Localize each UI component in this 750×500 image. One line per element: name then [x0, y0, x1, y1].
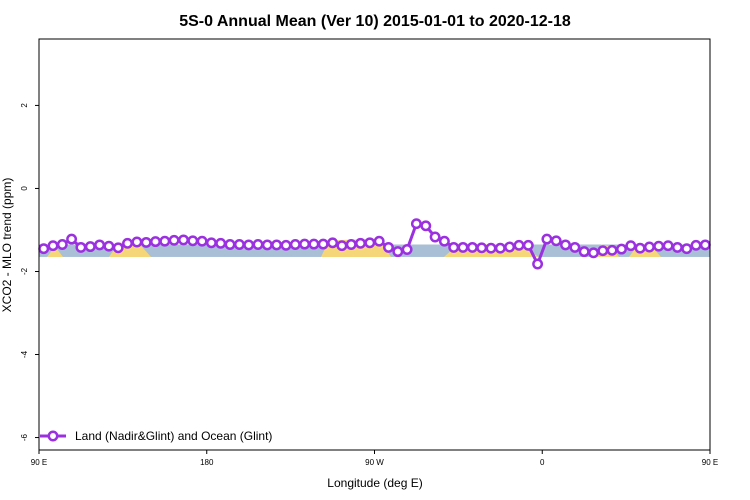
data-point: [178, 234, 189, 246]
data-point: [56, 239, 68, 250]
chart-title: 5S-0 Annual Mean (Ver 10) 2015-01-01 to …: [179, 13, 571, 30]
y-tick-label: 0: [20, 186, 29, 191]
data-point: [373, 235, 385, 247]
data-point: [159, 235, 171, 247]
data-point: [289, 239, 301, 250]
y-tick-label: -6: [20, 433, 29, 441]
x-tick-label: 90 W: [365, 458, 384, 467]
data-point: [364, 237, 376, 249]
data-point: [196, 235, 208, 247]
land-patch: [47, 246, 63, 257]
data-point: [112, 242, 124, 254]
data-point: [345, 239, 357, 250]
data-point: [541, 233, 553, 245]
x-axis: 90 E 180 90 W 0 90 E: [31, 450, 718, 467]
data-point: [243, 239, 255, 251]
data-point: [215, 237, 227, 249]
data-point: [476, 242, 488, 254]
data-point: [699, 239, 711, 251]
data-point: [233, 239, 245, 250]
data-point: [271, 239, 283, 251]
data-point: [168, 234, 180, 246]
data-point: [681, 243, 693, 255]
data-point: [616, 243, 627, 255]
data-point: [662, 240, 674, 252]
data-point: [671, 241, 683, 253]
data-point: [625, 240, 637, 252]
data-point: [532, 258, 544, 270]
y-axis: 2 0 -2 -4 -6: [20, 103, 39, 441]
data-point: [550, 235, 562, 247]
data-point: [513, 239, 525, 251]
data-point: [103, 240, 115, 252]
data-point: [504, 241, 516, 253]
data-point: [606, 244, 618, 256]
data-point: [690, 239, 702, 251]
data-point: [131, 236, 143, 248]
data-point: [429, 231, 441, 243]
data-point: [336, 240, 348, 252]
data-point: [94, 239, 106, 251]
data-point: [252, 239, 264, 250]
data-point: [597, 245, 609, 257]
x-tick-label: 90 E: [702, 458, 718, 467]
y-tick-label: 2: [20, 103, 29, 108]
data-point: [634, 242, 646, 254]
data-point: [466, 241, 478, 253]
data-point: [457, 241, 469, 253]
data-point: [299, 238, 311, 250]
data-point: [140, 236, 152, 248]
series-layer: [38, 218, 711, 270]
data-point: [383, 241, 394, 253]
data-point: [653, 240, 665, 252]
data-point: [448, 241, 460, 253]
data-point: [327, 237, 339, 249]
data-point: [308, 238, 320, 250]
legend-entry-label: Land (Nadir&Glint) and Ocean (Glint): [75, 429, 272, 443]
data-point: [38, 243, 50, 255]
data-point: [280, 239, 292, 251]
y-tick-label: -2: [20, 267, 29, 275]
y-axis-label: XCO2 - MLO trend (ppm): [0, 178, 14, 313]
data-point: [47, 240, 59, 252]
legend: Land (Nadir&Glint) and Ocean (Glint): [40, 429, 272, 443]
data-point: [588, 247, 599, 259]
data-point: [75, 241, 87, 253]
data-point: [122, 237, 133, 249]
data-point: [438, 235, 450, 247]
x-axis-label: Longitude (deg E): [327, 476, 422, 490]
data-point: [392, 246, 404, 258]
data-point: [187, 235, 199, 247]
data-point: [224, 239, 236, 250]
data-point: [410, 218, 422, 230]
x-tick-label: 180: [200, 458, 214, 467]
data-point: [355, 237, 366, 249]
data-point: [420, 220, 432, 232]
x-tick-label: 0: [540, 458, 545, 467]
data-point: [569, 241, 581, 253]
y-tick-label: -4: [20, 350, 29, 358]
data-point: [66, 233, 78, 245]
data-point: [150, 236, 161, 248]
x-tick-label: 90 E: [31, 458, 47, 467]
data-point: [522, 239, 534, 251]
data-point: [84, 241, 96, 253]
data-point: [485, 242, 497, 254]
data-point: [578, 246, 590, 258]
data-point: [560, 239, 571, 251]
data-point: [205, 237, 217, 249]
data-point: [261, 239, 273, 251]
data-point: [643, 241, 655, 253]
legend-marker: [47, 430, 59, 442]
data-point: [494, 242, 506, 254]
data-point: [401, 244, 413, 255]
data-point: [317, 238, 329, 250]
